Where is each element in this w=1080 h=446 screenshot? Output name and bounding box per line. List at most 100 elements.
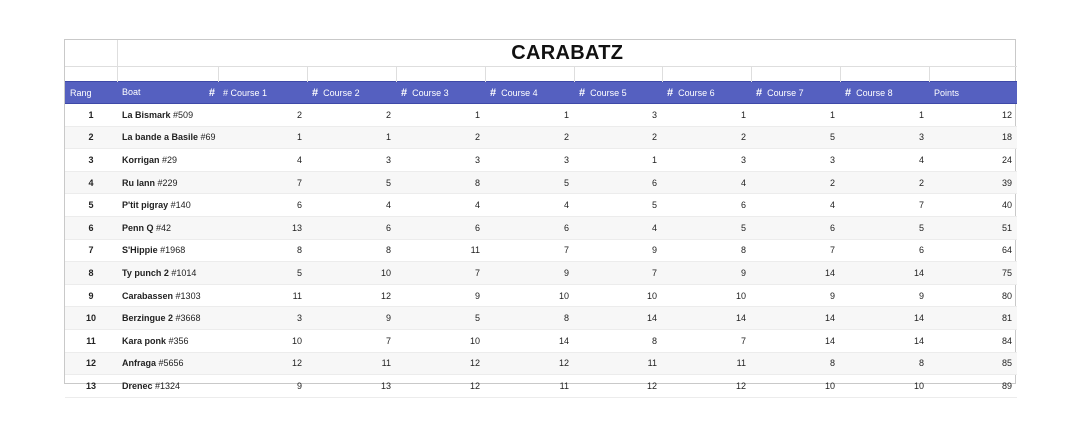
header-course-7-label: Course 7 (767, 87, 804, 98)
points-cell: 39 (929, 171, 1018, 195)
course-1-cell: 13 (218, 216, 307, 240)
course-7-cell: 3 (751, 148, 840, 172)
table-row: 12 Anfraga #5656 12 11 12 12 11 11 8 8 85 (65, 352, 1018, 376)
header-boat[interactable]: Boat # (117, 81, 218, 104)
course-6-cell: 6 (662, 193, 751, 217)
course-1-cell: 4 (218, 148, 307, 172)
course-1-cell: 12 (218, 352, 307, 376)
course-3-cell: 1 (396, 103, 485, 127)
sail-number: #229 (157, 177, 178, 188)
course-3-cell: 9 (396, 284, 485, 308)
course-5-cell: 3 (574, 103, 662, 127)
table-row: 11 Kara ponk #356 10 7 10 14 8 7 14 14 84 (65, 329, 1018, 353)
header-row: Rang Boat # # Course 1 # Course 2 # Course … (65, 81, 1018, 104)
course-4-cell: 4 (485, 193, 574, 217)
header-points[interactable]: Points (929, 81, 1018, 104)
sail-number: #5656 (158, 358, 184, 369)
course-7-cell: 1 (751, 103, 840, 127)
boat-cell: La Bismark #509 (117, 103, 218, 127)
course-4-cell: 1 (485, 103, 574, 127)
boat-cell: Anfraga #5656 (117, 352, 218, 376)
course-1-cell: 8 (218, 239, 307, 263)
course-3-cell: 2 (396, 126, 485, 150)
course-5-cell: 4 (574, 216, 662, 240)
course-2-cell: 13 (307, 374, 396, 398)
course-4-cell: 9 (485, 261, 574, 285)
boat-cell: P'tit pigray #140 (117, 193, 218, 217)
course-4-cell: 8 (485, 306, 574, 330)
course-5-cell: 7 (574, 261, 662, 285)
course-6-cell: 11 (662, 352, 751, 376)
course-8-cell: 10 (840, 374, 929, 398)
header-course-7[interactable]: # Course 7 (751, 81, 840, 104)
header-course-5[interactable]: # Course 5 (574, 81, 662, 104)
course-2-cell: 4 (307, 193, 396, 217)
header-course-3[interactable]: # Course 3 (396, 81, 485, 104)
title-corner-cell (65, 40, 118, 67)
sail-number: #1014 (171, 267, 197, 278)
sail-number: #1303 (175, 290, 201, 301)
course-1-cell: 7 (218, 171, 307, 195)
course-1-cell: 1 (218, 126, 307, 150)
points-cell: 89 (929, 374, 1018, 398)
boat-name: Penn Q (122, 222, 154, 233)
course-4-cell: 5 (485, 171, 574, 195)
course-6-cell: 14 (662, 306, 751, 330)
header-course-6-label: Course 6 (678, 87, 715, 98)
boat-cell: La bande a Basile #69 (117, 126, 218, 150)
header-course-2[interactable]: # Course 2 (307, 81, 396, 104)
course-6-cell: 2 (662, 126, 751, 150)
rank-cell: 1 (65, 103, 117, 127)
course-1-cell: 5 (218, 261, 307, 285)
course-6-cell: 8 (662, 239, 751, 263)
header-course-4[interactable]: # Course 4 (485, 81, 574, 104)
table-row: 10 Berzingue 2 #3668 3 9 5 8 14 14 14 14 81 (65, 306, 1018, 330)
boat-name: Drenec (122, 380, 153, 391)
course-7-cell: 14 (751, 329, 840, 353)
course-8-cell: 8 (840, 352, 929, 376)
points-cell: 40 (929, 193, 1018, 217)
course-5-cell: 1 (574, 148, 662, 172)
header-course-2-label: Course 2 (323, 87, 360, 98)
points-cell: 81 (929, 306, 1018, 330)
title-row: CARABATZ (65, 40, 1017, 67)
course-1-cell: 3 (218, 306, 307, 330)
header-course-8[interactable]: # Course 8 (840, 81, 929, 104)
boat-name: La bande a Basile (122, 132, 199, 143)
course-2-cell: 12 (307, 284, 396, 308)
table-row: 5 P'tit pigray #140 6 4 4 4 5 6 4 7 40 (65, 193, 1018, 217)
rank-cell: 2 (65, 126, 117, 150)
course-8-cell: 7 (840, 193, 929, 217)
course-8-cell: 14 (840, 329, 929, 353)
course-7-cell: 14 (751, 261, 840, 285)
course-5-cell: 6 (574, 171, 662, 195)
header-rang[interactable]: Rang (65, 81, 117, 104)
course-3-cell: 8 (396, 171, 485, 195)
table-row: 13 Drenec #1324 9 13 12 11 12 12 10 10 89 (65, 374, 1018, 398)
course-3-cell: 4 (396, 193, 485, 217)
course-6-cell: 10 (662, 284, 751, 308)
boat-name: Carabassen (122, 290, 174, 301)
header-course-6[interactable]: # Course 6 (662, 81, 751, 104)
course-5-cell: 5 (574, 193, 662, 217)
rank-cell: 11 (65, 329, 117, 353)
course-6-cell: 4 (662, 171, 751, 195)
table-row: 3 Korrigan #29 4 3 3 3 1 3 3 4 24 (65, 148, 1018, 172)
course-4-cell: 3 (485, 148, 574, 172)
table-row: 1 La Bismark #509 2 2 1 1 3 1 1 1 12 (65, 103, 1018, 127)
course-8-cell: 14 (840, 306, 929, 330)
boat-name: Korrigan (122, 154, 160, 165)
course-5-cell: 11 (574, 352, 662, 376)
points-cell: 18 (929, 126, 1018, 150)
header-course-1[interactable]: # Course 1 (218, 81, 307, 104)
course-7-cell: 6 (751, 216, 840, 240)
course-3-cell: 12 (396, 352, 485, 376)
course-8-cell: 2 (840, 171, 929, 195)
course-3-cell: 5 (396, 306, 485, 330)
sail-number: #140 (170, 200, 191, 211)
header-course-8-label: Course 8 (856, 87, 893, 98)
results-rows: 1 La Bismark #509 2 2 1 1 3 1 1 1 12 2 La bande a Ba… (65, 103, 1018, 398)
spacer-row (65, 66, 1018, 82)
hash-icon: # (845, 86, 852, 99)
rank-cell: 8 (65, 261, 117, 285)
